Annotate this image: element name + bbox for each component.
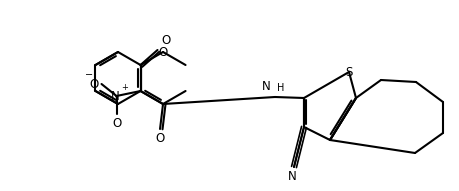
Text: O: O xyxy=(155,132,164,145)
Text: O: O xyxy=(89,78,98,91)
Text: H: H xyxy=(276,83,284,93)
Text: O: O xyxy=(112,117,121,130)
Text: −: − xyxy=(85,70,93,80)
Text: S: S xyxy=(345,66,352,79)
Text: +: + xyxy=(121,83,128,92)
Text: N: N xyxy=(287,170,296,183)
Text: O: O xyxy=(158,45,167,58)
Text: O: O xyxy=(161,34,170,47)
Text: N: N xyxy=(111,90,120,103)
Text: N: N xyxy=(262,80,270,93)
